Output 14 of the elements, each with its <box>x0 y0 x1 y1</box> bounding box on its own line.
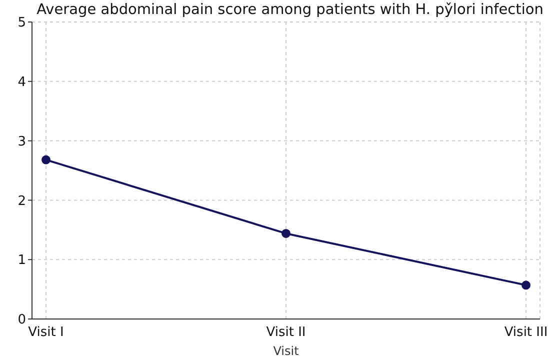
x-axis-title: Visit <box>273 344 300 358</box>
point <box>42 155 50 164</box>
y-tick-label: 3 <box>18 134 26 150</box>
y-tick-label: 0 <box>18 312 26 328</box>
y-tick-label: 4 <box>18 75 26 90</box>
point <box>282 228 290 238</box>
x-tick-label: Visit I <box>28 325 64 340</box>
x-tick-label: Visit III <box>504 325 548 340</box>
point <box>522 280 530 290</box>
y-tick-label: 5 <box>18 16 26 31</box>
x-tick-label: Visit II <box>266 325 306 340</box>
y-tick-label: 1 <box>18 253 26 268</box>
chart-title: Average abdominal pain score among patients with H. py̌lori infection <box>36 2 544 18</box>
y-tick-label: 2 <box>18 194 26 209</box>
